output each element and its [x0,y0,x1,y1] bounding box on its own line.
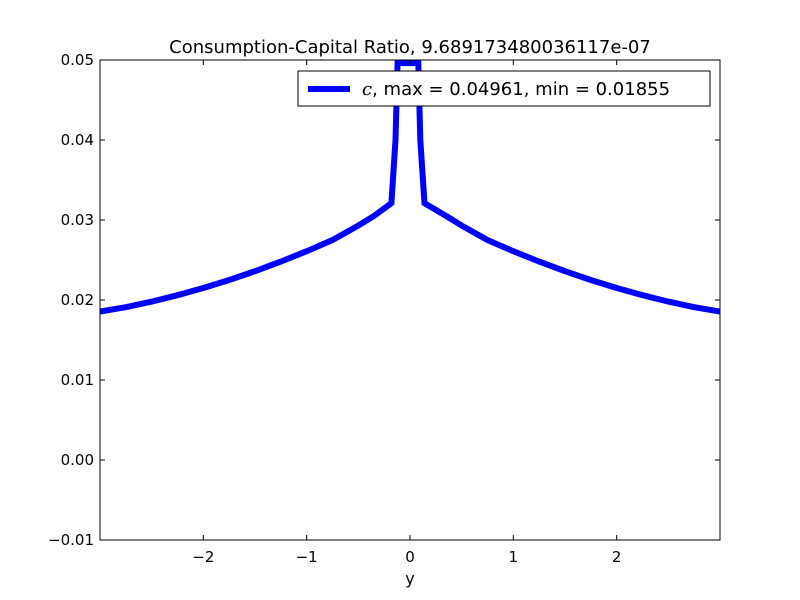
series-layer [100,60,720,315]
y-tick-label: 0.02 [61,291,94,309]
ticks-layer [100,59,720,541]
y-tick-label: 0.00 [61,451,94,469]
y-tick-label: 0.01 [61,371,94,389]
plot-frame [99,59,721,541]
legend-box [297,70,711,107]
legend-label: c, max = 0.04961, min = 0.01855 [362,79,670,100]
legend-series-symbol: c [362,79,372,100]
x-tick-label: −1 [296,548,318,566]
y-tick-label: 0.05 [61,51,94,69]
x-tick-label: 1 [509,548,519,566]
y-tick-labels: −0.01 0.00 0.01 0.02 0.03 0.04 0.05 [48,51,94,549]
x-tick-labels: −2 −1 0 1 2 [192,548,621,566]
y-tick-label: 0.03 [61,211,94,229]
legend-series-text: , max = 0.04961, min = 0.01855 [372,79,670,100]
x-axis-label: y [405,569,414,588]
series-line [100,60,720,315]
legend: c, max = 0.04961, min = 0.01855 [297,70,711,107]
x-tick-label: −2 [192,548,214,566]
x-tick-label: 0 [405,548,415,566]
y-tick-label: −0.01 [48,531,94,549]
chart-title: Consumption-Capital Ratio, 9.68917348003… [169,37,651,58]
x-tick-label: 2 [612,548,622,566]
y-tick-label: 0.04 [61,131,94,149]
